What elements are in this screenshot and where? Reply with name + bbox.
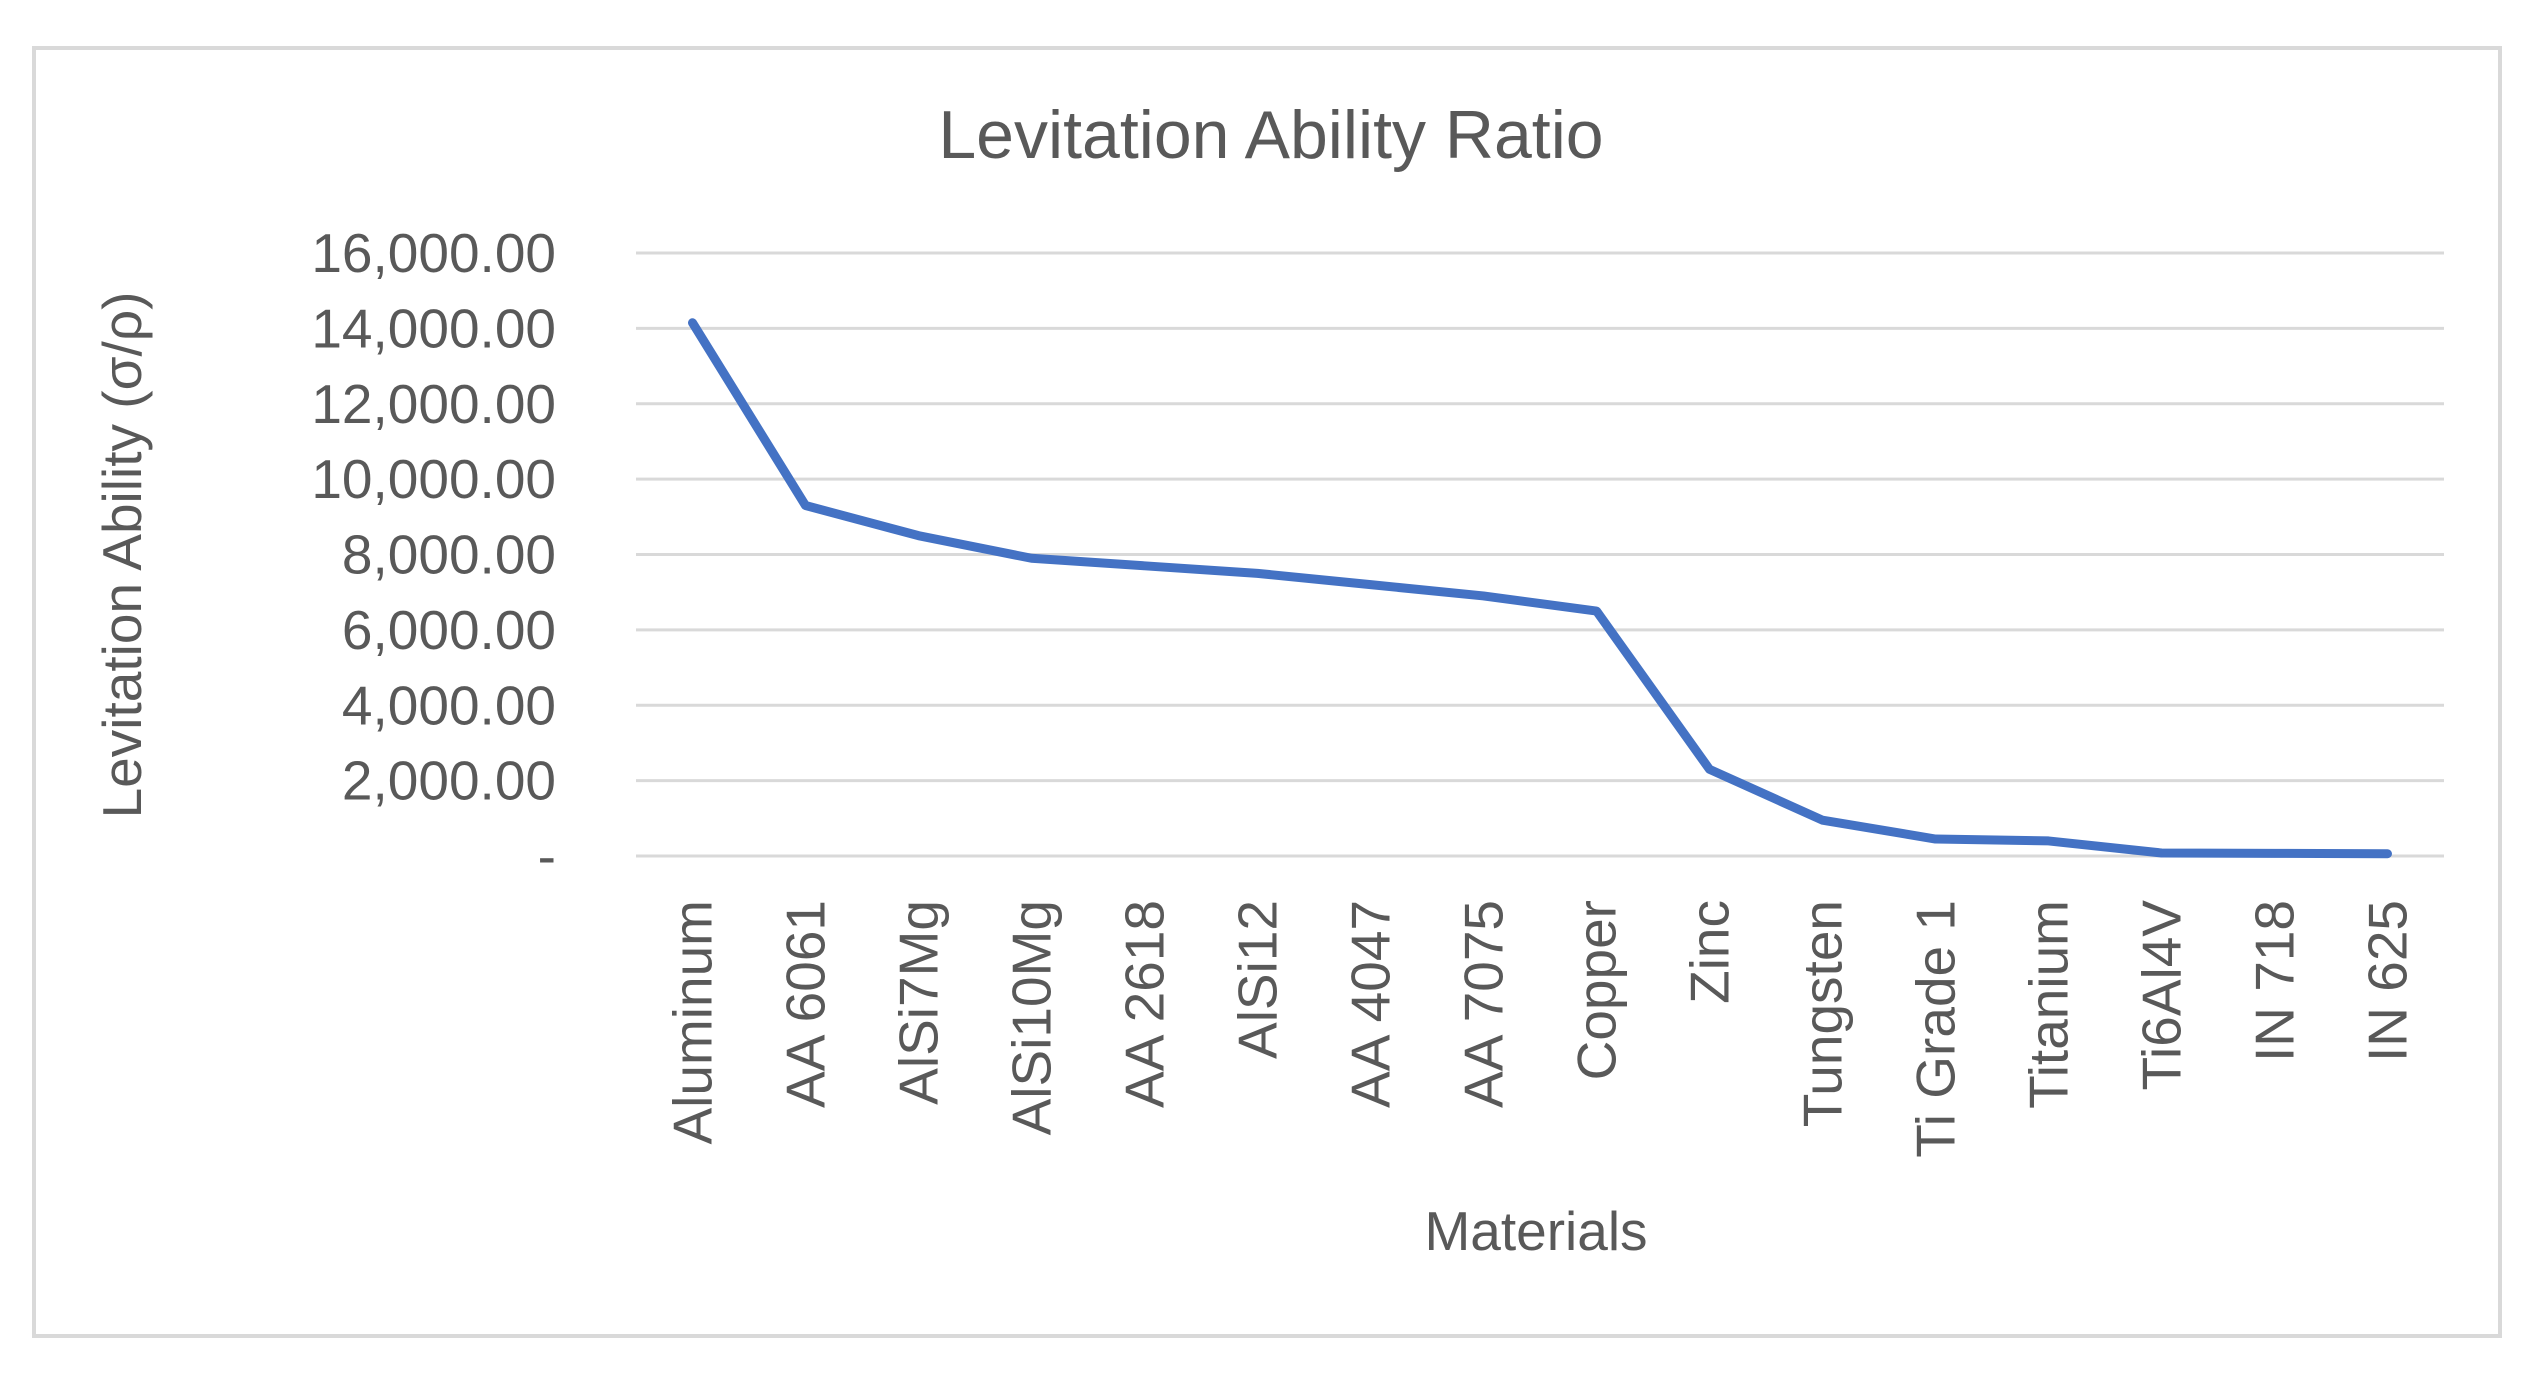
x-tick-label: Tungsten: [1792, 900, 1854, 1127]
y-axis-tick-labels: - 2,000.00 4,000.00 6,000.00 8,000.00 10,000.…: [311, 222, 556, 887]
x-tick-label: AlSi12: [1227, 900, 1289, 1059]
chart-title: Levitation Ability Ratio: [938, 97, 1603, 173]
gridlines: [636, 251, 2444, 858]
y-axis-title: Levitation Ability (σ/ρ): [91, 292, 153, 819]
y-tick-label: 12,000.00: [311, 373, 556, 435]
x-axis-title: Materials: [1424, 1200, 1647, 1262]
y-tick-label: 6,000.00: [342, 599, 556, 661]
y-tick-label: 14,000.00: [311, 297, 556, 359]
x-tick-label: Copper: [1566, 900, 1628, 1080]
y-tick-label: -: [538, 825, 556, 887]
x-tick-label: Titanium: [2018, 900, 2080, 1109]
y-tick-label: 16,000.00: [311, 222, 556, 284]
x-tick-label: IN 625: [2357, 900, 2419, 1062]
x-axis-tick-labels: Aluminum AA 6061 AlSi7Mg AlSi10Mg AA 2618 AlS…: [662, 900, 2419, 1158]
x-tick-label: AA 4047: [1340, 900, 1402, 1108]
series-line: [688, 318, 2392, 859]
chart-frame: Levitation Ability Ratio - 2,000.00 4,000.…: [32, 46, 2502, 1338]
x-tick-label: AA 7075: [1453, 900, 1515, 1108]
y-tick-label: 10,000.00: [311, 448, 556, 510]
x-tick-label: IN 718: [2244, 900, 2306, 1062]
x-tick-label: AlSi7Mg: [888, 900, 950, 1105]
y-tick-label: 4,000.00: [342, 674, 556, 736]
x-tick-label: AA 6061: [775, 900, 837, 1108]
x-tick-label: Aluminum: [662, 900, 724, 1145]
x-tick-label: Zinc: [1679, 900, 1741, 1004]
x-tick-label: Ti Grade 1: [1905, 900, 1967, 1158]
series-layer: [688, 318, 2392, 859]
y-tick-label: 2,000.00: [342, 750, 556, 812]
x-tick-label: AA 2618: [1114, 900, 1176, 1108]
x-tick-label: Ti6Al4V: [2131, 900, 2193, 1091]
chart-svg: Levitation Ability Ratio - 2,000.00 4,000.…: [91, 97, 2444, 1262]
y-tick-label: 8,000.00: [342, 524, 556, 586]
x-tick-label: AlSi10Mg: [1001, 900, 1063, 1135]
